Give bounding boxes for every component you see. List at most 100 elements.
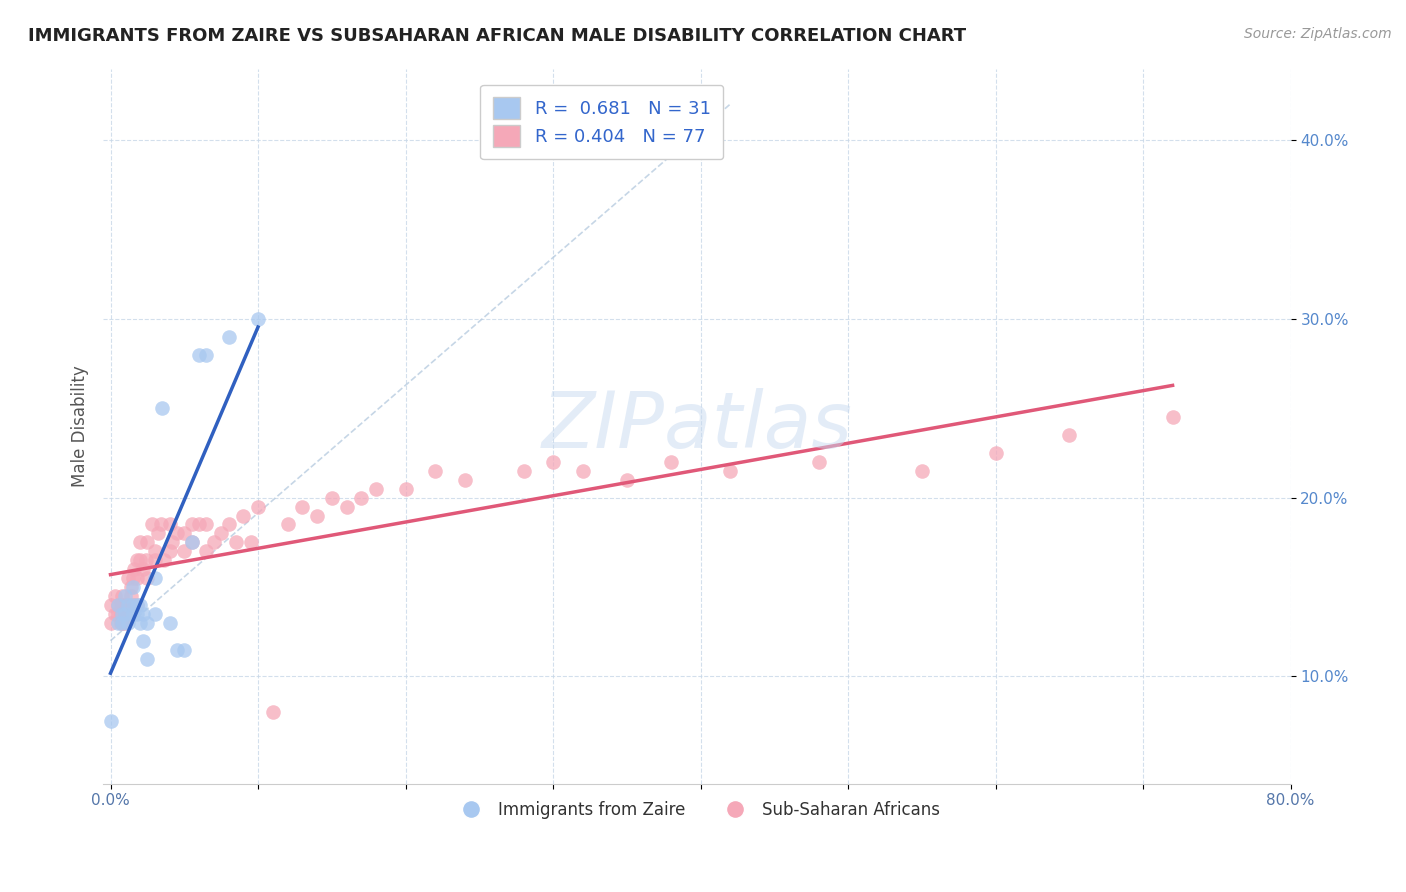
- Point: [114, 598, 136, 612]
- Point: [114, 607, 136, 621]
- Point: [141, 517, 163, 532]
- Legend: Immigrants from Zaire, Sub-Saharan Africans: Immigrants from Zaire, Sub-Saharan Afric…: [447, 794, 946, 825]
- Point: [239, 535, 262, 549]
- Point: [209, 526, 232, 541]
- Point: [121, 598, 143, 612]
- Point: [100, 615, 122, 630]
- Point: [129, 598, 152, 612]
- Point: [173, 544, 195, 558]
- Point: [125, 553, 148, 567]
- Point: [911, 464, 934, 478]
- Point: [111, 589, 134, 603]
- Point: [125, 598, 148, 612]
- Point: [149, 517, 172, 532]
- Point: [218, 329, 240, 343]
- Point: [1059, 428, 1081, 442]
- Point: [104, 589, 127, 603]
- Point: [129, 615, 152, 630]
- Point: [110, 615, 132, 630]
- Point: [984, 446, 1007, 460]
- Point: [111, 607, 134, 621]
- Point: [125, 607, 148, 621]
- Point: [125, 598, 148, 612]
- Point: [394, 482, 416, 496]
- Point: [136, 615, 159, 630]
- Point: [195, 517, 218, 532]
- Point: [121, 571, 143, 585]
- Point: [117, 598, 139, 612]
- Point: [512, 464, 534, 478]
- Point: [305, 508, 328, 523]
- Point: [152, 553, 174, 567]
- Point: [122, 562, 145, 576]
- Point: [114, 589, 136, 603]
- Text: Source: ZipAtlas.com: Source: ZipAtlas.com: [1244, 27, 1392, 41]
- Point: [117, 571, 139, 585]
- Point: [1161, 410, 1184, 425]
- Point: [136, 535, 159, 549]
- Point: [232, 508, 254, 523]
- Point: [225, 535, 247, 549]
- Point: [129, 535, 152, 549]
- Point: [659, 455, 682, 469]
- Point: [100, 598, 122, 612]
- Point: [100, 714, 122, 728]
- Point: [202, 535, 225, 549]
- Text: ZIPatlas: ZIPatlas: [541, 388, 852, 464]
- Point: [107, 598, 129, 612]
- Point: [188, 348, 211, 362]
- Point: [150, 401, 173, 416]
- Point: [180, 535, 202, 549]
- Point: [104, 607, 127, 621]
- Point: [110, 598, 132, 612]
- Point: [125, 571, 148, 585]
- Point: [616, 473, 638, 487]
- Point: [107, 598, 129, 612]
- Point: [159, 517, 181, 532]
- Point: [173, 526, 195, 541]
- Point: [117, 598, 139, 612]
- Point: [166, 642, 188, 657]
- Point: [166, 526, 188, 541]
- Point: [143, 544, 166, 558]
- Y-axis label: Male Disability: Male Disability: [72, 365, 89, 487]
- Point: [132, 633, 155, 648]
- Point: [110, 607, 132, 621]
- Point: [132, 607, 155, 621]
- Point: [276, 517, 298, 532]
- Point: [262, 705, 284, 719]
- Point: [107, 607, 129, 621]
- Point: [107, 615, 129, 630]
- Point: [335, 500, 357, 514]
- Point: [247, 311, 270, 326]
- Point: [541, 455, 564, 469]
- Point: [143, 607, 166, 621]
- Point: [291, 500, 314, 514]
- Point: [807, 455, 830, 469]
- Point: [195, 544, 218, 558]
- Point: [120, 580, 142, 594]
- Point: [143, 571, 166, 585]
- Point: [121, 580, 143, 594]
- Point: [162, 535, 184, 549]
- Point: [143, 553, 166, 567]
- Point: [136, 571, 159, 585]
- Point: [188, 517, 211, 532]
- Point: [173, 642, 195, 657]
- Point: [159, 544, 181, 558]
- Point: [114, 607, 136, 621]
- Point: [120, 589, 142, 603]
- Point: [135, 553, 157, 567]
- Point: [571, 464, 593, 478]
- Point: [364, 482, 387, 496]
- Point: [350, 491, 373, 505]
- Point: [111, 615, 134, 630]
- Point: [129, 553, 152, 567]
- Point: [247, 500, 270, 514]
- Point: [195, 348, 218, 362]
- Point: [423, 464, 446, 478]
- Point: [114, 615, 136, 630]
- Point: [111, 598, 134, 612]
- Point: [159, 615, 181, 630]
- Point: [136, 651, 159, 665]
